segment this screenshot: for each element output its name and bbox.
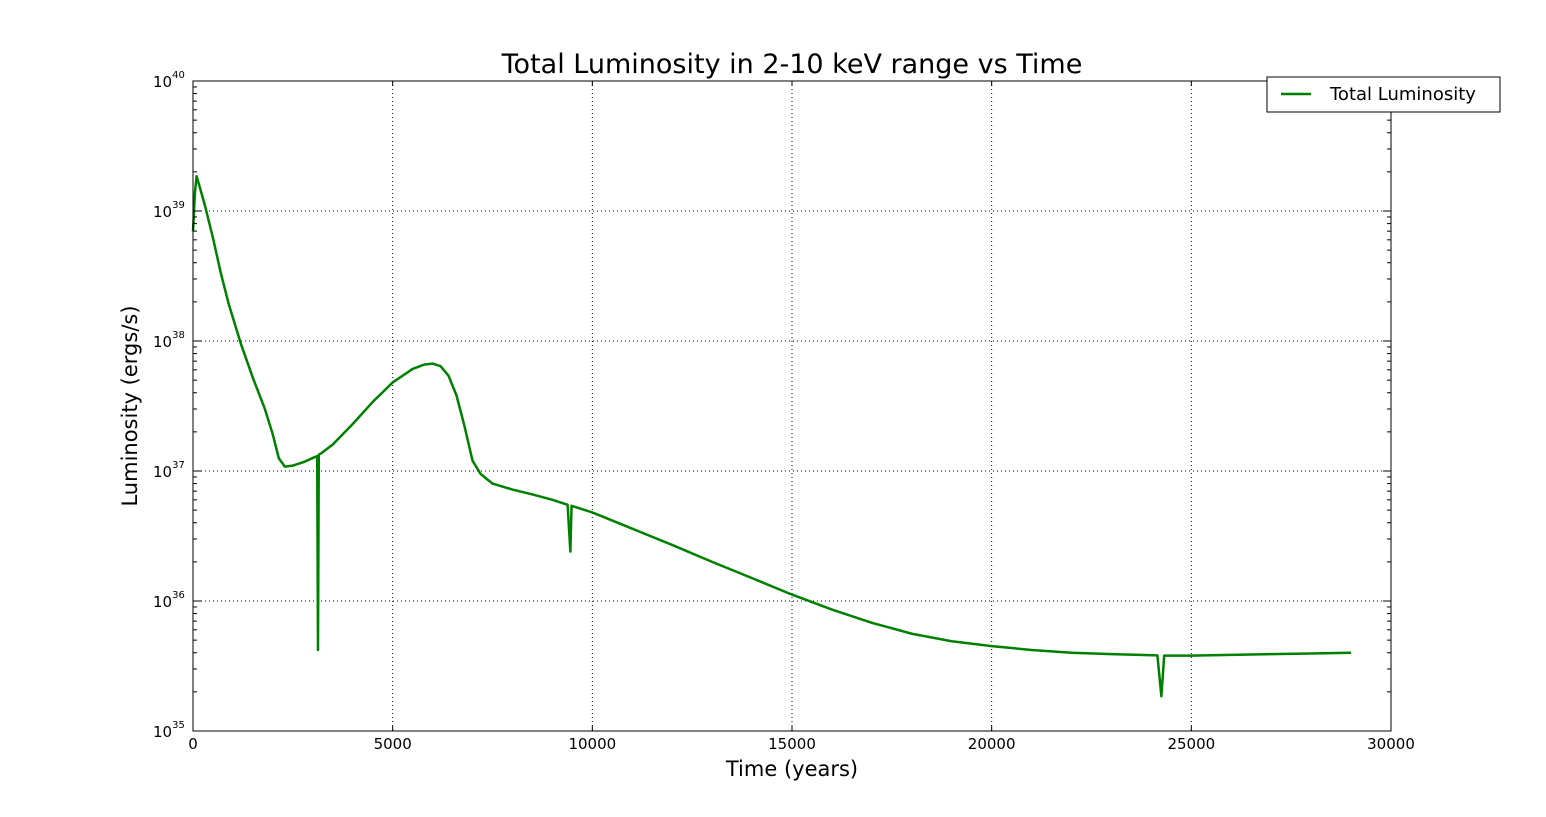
legend-label: Total Luminosity <box>1329 84 1476 105</box>
series-layer <box>191 175 1352 698</box>
x-tick-label: 30000 <box>1367 735 1415 753</box>
legend: Total Luminosity <box>1266 76 1501 113</box>
grid <box>193 81 1391 731</box>
x-tick-label: 0 <box>188 735 198 753</box>
ticks: 0 5000 10000 15000 20000 25000 30000 1035 1036 10… <box>153 70 1415 753</box>
series-line-total-luminosity <box>191 175 1352 698</box>
y-tick-label: 1035 <box>153 720 185 741</box>
x-tick-label: 25000 <box>1167 735 1215 753</box>
y-tick-label: 1036 <box>153 590 185 611</box>
y-tick-label: 1037 <box>153 460 185 481</box>
x-axis-label: Time (years) <box>725 757 858 781</box>
chart-title: Total Luminosity in 2-10 keV range vs Ti… <box>501 49 1083 80</box>
y-axis-label: Luminosity (ergs/s) <box>118 305 142 506</box>
y-tick-label: 1040 <box>153 70 185 91</box>
x-tick-label: 15000 <box>768 735 816 753</box>
x-tick-label: 20000 <box>968 735 1016 753</box>
y-tick-label: 1039 <box>153 200 185 221</box>
x-tick-label: 10000 <box>568 735 616 753</box>
y-tick-label: 1038 <box>153 330 185 351</box>
x-tick-label: 5000 <box>374 735 412 753</box>
